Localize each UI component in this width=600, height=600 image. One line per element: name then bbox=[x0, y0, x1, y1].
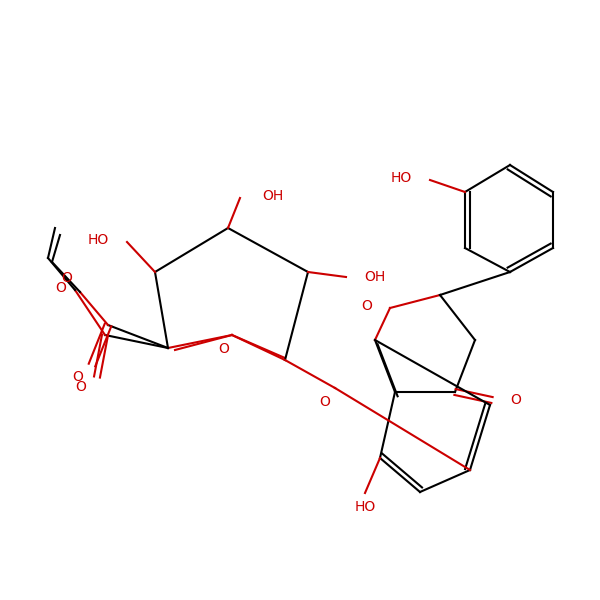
Text: OH: OH bbox=[262, 189, 283, 203]
Text: O: O bbox=[218, 342, 229, 356]
Text: OH: OH bbox=[364, 270, 385, 284]
Text: HO: HO bbox=[88, 233, 109, 247]
Text: O: O bbox=[76, 380, 86, 394]
Text: O: O bbox=[320, 395, 331, 409]
Text: O: O bbox=[73, 370, 83, 384]
Text: HO: HO bbox=[391, 171, 412, 185]
Text: O: O bbox=[510, 393, 521, 407]
Text: HO: HO bbox=[355, 500, 376, 514]
Text: O: O bbox=[361, 299, 372, 313]
Text: O: O bbox=[55, 281, 66, 295]
Text: O: O bbox=[62, 271, 73, 285]
